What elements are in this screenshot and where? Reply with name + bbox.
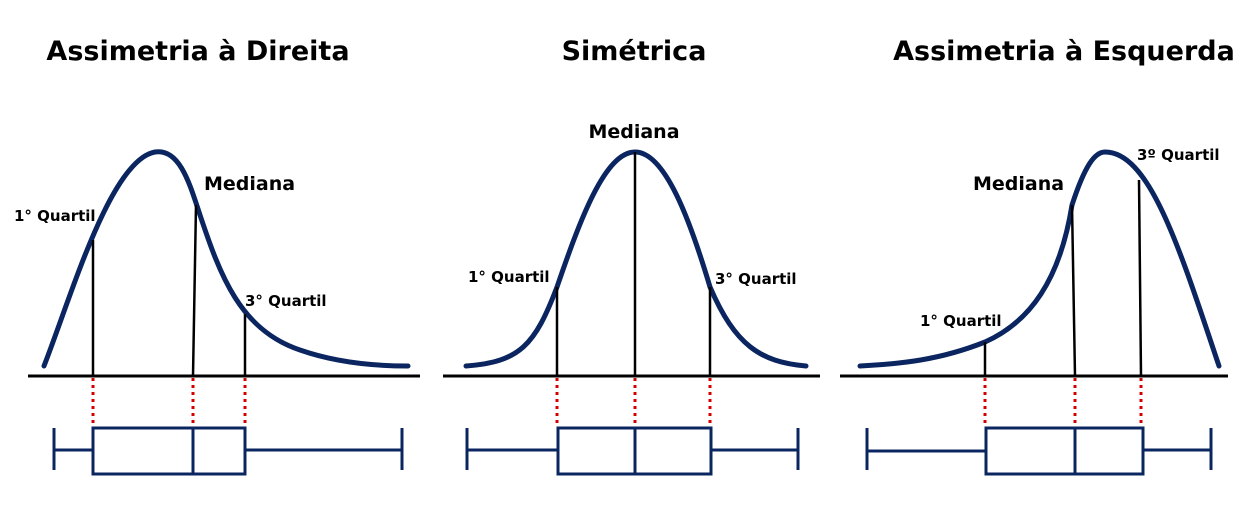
boxplot xyxy=(865,426,1213,476)
panel-left-skew: Assimetria à Esquerda 1° Quartil Mediana… xyxy=(840,36,1235,476)
median-label: Mediana xyxy=(588,121,679,143)
panel-title: Assimetria à Direita xyxy=(46,36,349,67)
density-curve xyxy=(41,149,411,369)
q1-label: 1° Quartil xyxy=(14,207,96,225)
median-line xyxy=(191,204,198,377)
q3-label: 3° Quartil xyxy=(715,270,797,288)
q1-label: 1° Quartil xyxy=(468,268,550,286)
median-label: Mediana xyxy=(973,173,1064,195)
median-line xyxy=(1070,204,1077,377)
panel-right-skew: Assimetria à Direita 1° Quartil Mediana … xyxy=(14,36,420,476)
panel-title: Simétrica xyxy=(562,36,707,67)
box-iqr xyxy=(984,426,1145,476)
median-label: Mediana xyxy=(204,173,295,195)
boxplot xyxy=(52,426,404,476)
panel-title: Assimetria à Esquerda xyxy=(893,36,1235,67)
box-iqr xyxy=(91,426,247,476)
q3-label: 3º Quartil xyxy=(1137,146,1220,164)
q1-label: 1° Quartil xyxy=(920,312,1002,330)
q3-label: 3° Quartil xyxy=(245,292,327,310)
boxplot xyxy=(465,426,800,476)
q3-line xyxy=(1137,179,1143,377)
panel-symmetric: Simétrica 1° Quartil Mediana 3° Quartil xyxy=(443,36,820,476)
